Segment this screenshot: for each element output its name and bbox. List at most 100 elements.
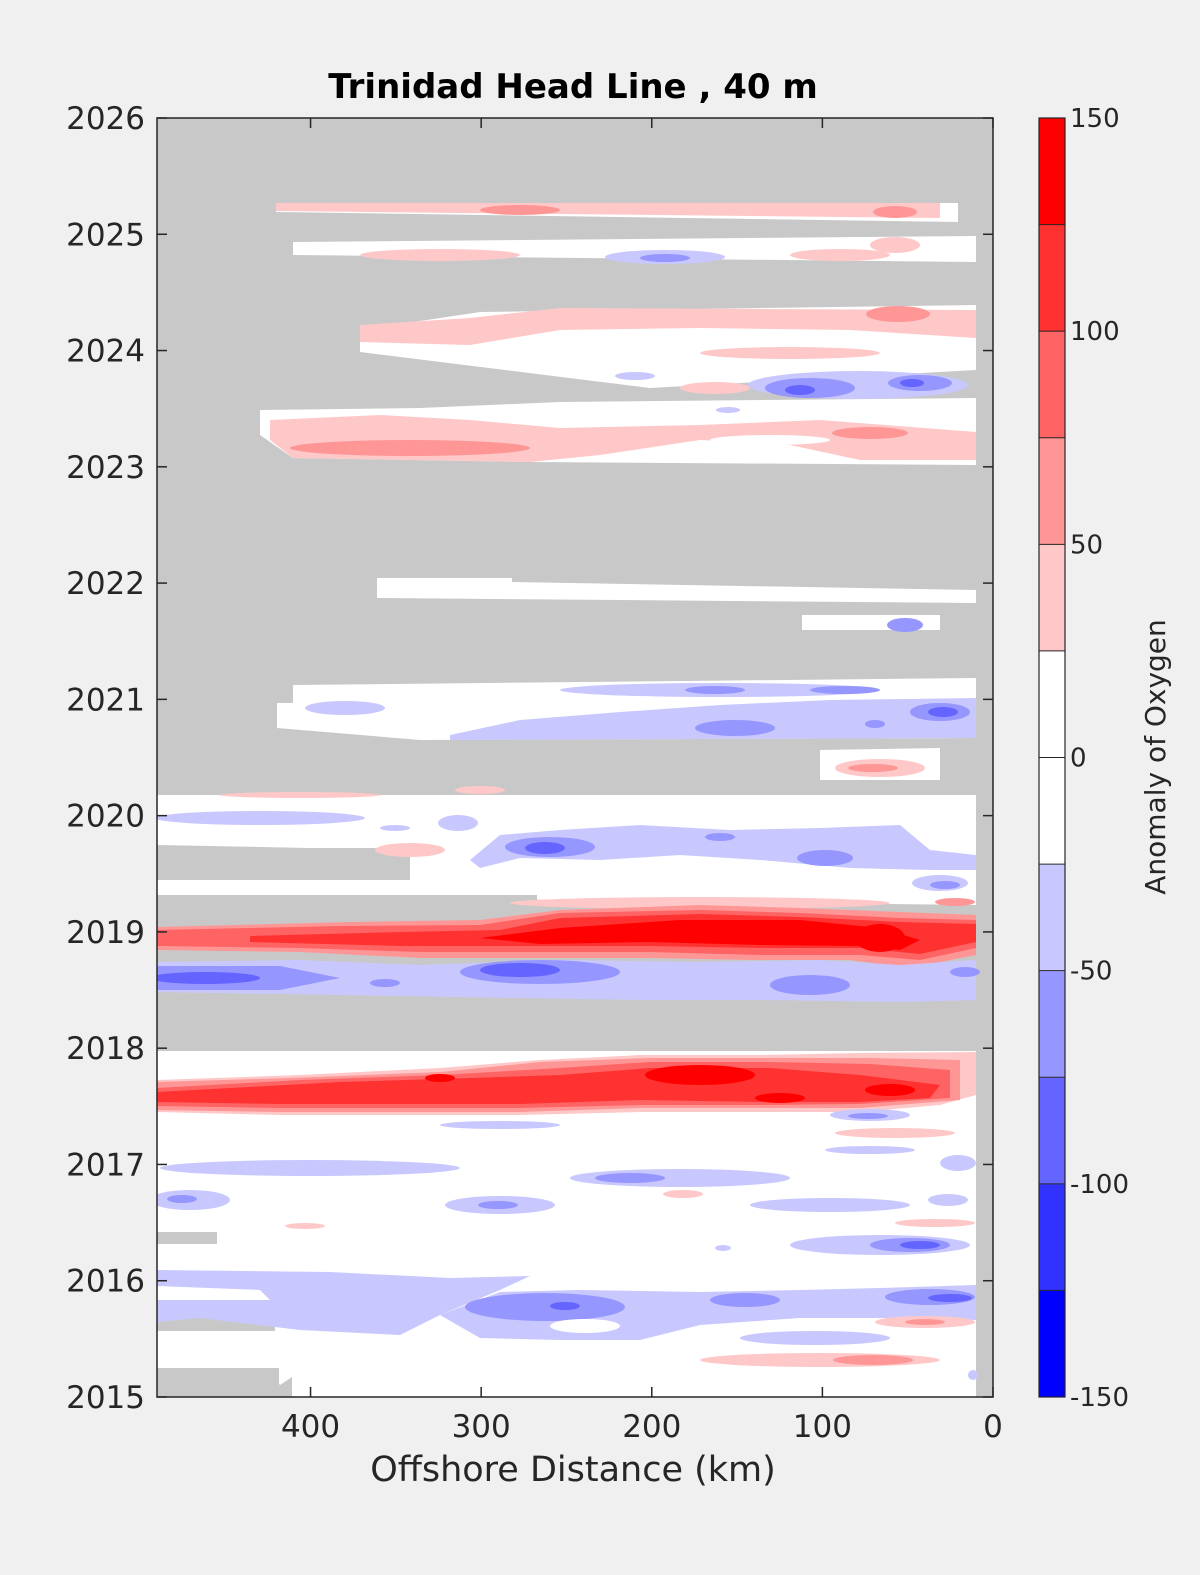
contour-blue-2024-d: [785, 385, 815, 395]
y-axis: 2015 2016 2017 2018 2019 2020 2021 2022 2023 2024…: [66, 101, 993, 1416]
contour-gray-2015-left: [157, 1368, 279, 1397]
y-tick-label: 2022: [66, 566, 145, 602]
contour-pink-2020-5b: [848, 764, 898, 772]
contour-pink-2024-d: [680, 382, 750, 394]
contour-pink-2023-c: [832, 427, 908, 439]
contour-pink-2017-3: [835, 1128, 955, 1138]
contour-blue-2015-8b: [550, 1302, 580, 1310]
colorbar-frame: [1038, 117, 1066, 1398]
contour-red-2017-6-d: [645, 1065, 755, 1085]
contour-blue-2021-f: [928, 707, 958, 717]
contour-gray-2019-left: [157, 848, 407, 880]
y-tick-label: 2020: [66, 799, 145, 835]
colorbar-tick-label: 0: [1070, 744, 1087, 774]
chart-title: Trinidad Head Line , 40 m: [328, 67, 818, 107]
colorbar-swatch: [1039, 1183, 1065, 1291]
contour-pink-2019-tail: [935, 898, 975, 906]
colorbar-tick-label: -150: [1070, 1383, 1129, 1413]
contour-pink-2025-b: [873, 206, 917, 218]
colorbar-tick-label: 150: [1070, 104, 1120, 134]
colorbar-swatch: [1039, 437, 1065, 545]
contour-pink-2025-a: [480, 205, 560, 215]
contour-red-2017-6-e: [865, 1084, 915, 1096]
y-tick-label: 2019: [66, 915, 145, 951]
x-tick-label: 200: [622, 1409, 681, 1445]
contour-pink-2019-8: [375, 843, 445, 857]
contour-blue-2016-8f: [928, 1194, 968, 1206]
contour-pink-2015-3b: [833, 1355, 913, 1365]
contour-blue-2025-inner: [640, 254, 690, 262]
contour-gray-2019-strip: [157, 895, 537, 925]
contour-blue-2015-8c: [710, 1293, 780, 1307]
colorbar-tick-label: 50: [1070, 530, 1103, 560]
x-axis: 400 300 200 100 0: [281, 118, 1003, 1445]
colorbar-swatch: [1039, 118, 1065, 226]
contour-pink-2016-8: [663, 1190, 703, 1198]
colorbar-tick-label: -100: [1070, 1170, 1129, 1200]
contour-blue-2015-8e: [928, 1294, 972, 1302]
contour-pink-2025-top: [276, 203, 940, 218]
contour-blue-2019-6b: [930, 881, 960, 889]
contour-blue-2016-9a: [160, 1160, 460, 1176]
colorbar-label: Anomaly of Oxygen: [1139, 619, 1172, 895]
plot-frame: [156, 117, 994, 1398]
x-tick-label: 300: [452, 1409, 511, 1445]
colorbar-swatch: [1039, 650, 1065, 758]
contour-blue-2024-f: [615, 372, 655, 380]
colorbar-swatch: [1039, 1290, 1065, 1398]
contour-gray-2016-sliver: [157, 1232, 217, 1244]
contour-blue-2016-4d: [715, 1245, 731, 1251]
contour-blue-2019-8d: [797, 850, 853, 866]
colorbar-swatch: [1039, 1077, 1065, 1185]
contour-pink-2023-b: [290, 440, 530, 456]
contour-pink-2016-6b: [285, 1223, 325, 1229]
contour-blue-2017-2: [825, 1146, 915, 1154]
contour-blue-2024-e: [900, 379, 924, 387]
contour-blue-2021-c: [450, 698, 976, 740]
contour-gray-2018: [157, 1013, 976, 1051]
colorbar-tick-label: -50: [1070, 957, 1112, 987]
colorbar-swatch: [1039, 970, 1065, 1078]
x-axis-label: Offshore Distance (km): [370, 1450, 776, 1490]
contour-blue-2017-4b: [848, 1113, 888, 1119]
colorbar-tick-label: 100: [1070, 317, 1120, 347]
contour-pink-2020-top: [220, 792, 380, 798]
y-tick-label: 2026: [66, 101, 145, 137]
contour-pink-2024: [360, 308, 976, 345]
contour-blue-2015-8a: [465, 1293, 625, 1321]
y-tick-label: 2017: [66, 1147, 145, 1183]
x-tick-label: 100: [793, 1409, 852, 1445]
contour-blue-2016-8b: [167, 1195, 197, 1203]
x-tick-label: 0: [983, 1409, 1003, 1445]
contour-blue-2018-6-c: [157, 972, 260, 984]
x-tick-label: 400: [281, 1409, 340, 1445]
y-tick-label: 2016: [66, 1264, 145, 1300]
contour-blue-2019-8e: [705, 833, 735, 841]
contour-blue-2016-8e: [750, 1198, 910, 1212]
contour-blue-2021-b3: [810, 686, 880, 694]
contour-blue-2016-4c: [900, 1241, 940, 1249]
contour-red-2017-6-g: [755, 1093, 805, 1103]
colorbar: -150 -100 -50 0 50 100 150: [1038, 104, 1129, 1413]
contour-blue-2016-9c: [595, 1173, 665, 1183]
contour-blue-2021-a: [305, 701, 385, 715]
contour-blue-2018-6-f: [370, 979, 400, 987]
contour-blue-2018-6-b: [480, 963, 560, 977]
contour-blue-2015-1: [968, 1370, 978, 1380]
y-tick-label: 2018: [66, 1031, 145, 1067]
contour-blue-2020-b: [438, 815, 478, 831]
contour-pink-2024-c: [700, 347, 880, 359]
colorbar-swatch: [1039, 331, 1065, 439]
contour-blue-2020-a: [157, 811, 365, 825]
contour-pink-2020-top-b: [455, 786, 505, 794]
plot-area: [157, 118, 993, 1397]
contour-blue-2018-6-d: [770, 975, 850, 995]
contour-blue-2019-8c: [525, 842, 565, 854]
contour-pink-2025-d: [790, 249, 890, 261]
contour-blue-2024-g: [716, 407, 740, 413]
contour-pink-2015-6b: [905, 1319, 945, 1325]
contour-pink-2025-e: [870, 237, 920, 253]
contour-pink-2016-6: [895, 1219, 975, 1227]
contour-blue-2020-c: [380, 825, 410, 831]
contour-blue-2018-6-e: [950, 967, 980, 977]
